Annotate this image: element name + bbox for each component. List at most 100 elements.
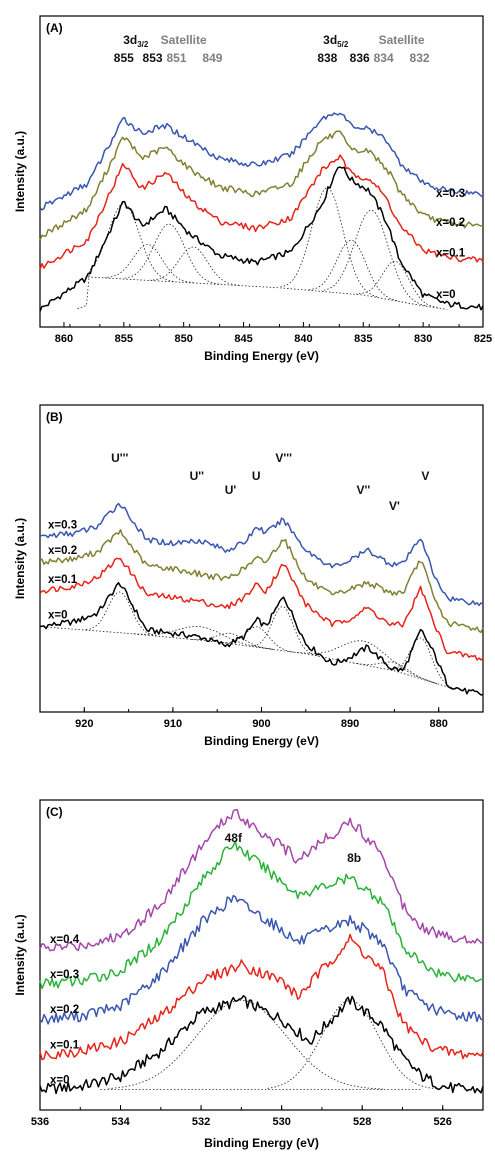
- series-line-x-0-2: [39, 894, 484, 1025]
- panel-label: (B): [46, 410, 63, 424]
- x-tick-label: 890: [341, 718, 359, 730]
- series-label: x=0.3: [436, 188, 465, 200]
- x-tick-label: 532: [192, 1116, 210, 1128]
- series-label: x=0.1: [48, 574, 78, 586]
- series-line-x-0-3: [39, 840, 483, 990]
- series-line-x-0-2: [39, 529, 484, 634]
- x-tick-label: 526: [434, 1116, 452, 1128]
- x-tick-label: 860: [55, 333, 73, 345]
- peak-annotation: V''': [275, 451, 292, 465]
- peak-annotation: Satellite: [161, 33, 207, 47]
- peak-annotation: U: [252, 469, 261, 483]
- fit-component: [354, 661, 438, 684]
- x-tick-label: 536: [31, 1116, 49, 1128]
- peak-annotation: 3d3/2: [123, 33, 149, 49]
- x-tick-label: 825: [474, 333, 492, 345]
- fit-component: [250, 606, 317, 656]
- fit-component: [265, 999, 441, 1090]
- x-tick-label: 840: [294, 333, 312, 345]
- fit-component: [356, 260, 438, 309]
- series-line-x-0-2: [39, 130, 484, 241]
- series-line-x-0-3: [39, 112, 484, 211]
- fit-component: [308, 239, 398, 302]
- y-axis-label: Intensity (a.u.): [13, 914, 27, 995]
- series-line-x-0: [39, 995, 484, 1095]
- series-label: x=0.4: [50, 934, 80, 946]
- fit-baseline: [87, 276, 448, 310]
- fit-component: [321, 209, 426, 306]
- series-line-x-0-3: [39, 502, 484, 607]
- x-tick-label: 855: [115, 333, 133, 345]
- series-label: x=0.2: [50, 1004, 79, 1016]
- peak-annotation: U': [225, 483, 237, 497]
- peak-annotation: 855: [114, 51, 134, 65]
- fit-component: [296, 640, 435, 684]
- peak-annotation: 8b: [347, 851, 361, 865]
- plot-frame: [39, 799, 484, 1111]
- peak-annotation-sub: 5/2: [337, 40, 349, 49]
- fit-component: [77, 202, 174, 309]
- series-line-x-0: [39, 581, 484, 696]
- fit-component: [150, 246, 240, 286]
- x-tick-label: 835: [354, 333, 372, 345]
- fit-component: [190, 632, 274, 650]
- x-tick-label: 850: [174, 333, 192, 345]
- peak-annotation: 836: [350, 51, 370, 65]
- peak-annotation: 48f: [225, 831, 243, 845]
- peak-annotation: V'': [357, 483, 371, 497]
- fit-component: [389, 637, 456, 690]
- fit-component: [104, 243, 194, 284]
- peak-annotation: V: [421, 469, 429, 483]
- peak-annotation: U'': [190, 469, 205, 483]
- y-axis-label: Intensity (a.u.): [13, 131, 27, 212]
- peak-annotation: Satellite: [379, 33, 425, 47]
- peak-annotation: 851: [166, 51, 186, 65]
- series-label: x=0: [48, 610, 68, 622]
- x-axis-label: Binding Energy (eV): [204, 1136, 319, 1150]
- x-tick-label: 528: [353, 1116, 371, 1128]
- x-tick-label: 920: [75, 718, 93, 730]
- peak-annotation-sub: 3/2: [137, 40, 149, 49]
- peak-annotation: 832: [410, 51, 430, 65]
- series-label: x=0: [50, 1075, 70, 1087]
- fit-baseline: [39, 626, 457, 690]
- peak-annotation: U''': [111, 451, 128, 465]
- x-tick-label: 530: [272, 1116, 290, 1128]
- fit-component: [132, 625, 271, 650]
- x-tick-label: 845: [234, 333, 252, 345]
- x-tick-label: 910: [164, 718, 182, 730]
- peak-annotation: 834: [374, 51, 394, 65]
- series-line-x-0-1: [39, 557, 484, 661]
- series-label: x=0.1: [436, 248, 466, 260]
- panel-a: 860 855 850 845 840 835 830 825 Binding Energy (…: [13, 15, 492, 363]
- panel-label: (C): [46, 805, 63, 819]
- panel-b: 920 910 900 890 880 Binding Energy (eV) Intens…: [13, 404, 484, 748]
- fit-component: [280, 187, 378, 298]
- panel-label: (A): [46, 21, 63, 35]
- panel-c: 536 534 532 530 528 526 Binding Energy (eV) Int…: [13, 799, 484, 1150]
- x-axis-label: Binding Energy (eV): [204, 349, 319, 363]
- x-tick-label: 830: [414, 333, 432, 345]
- x-tick-label: 880: [430, 718, 448, 730]
- peak-annotation: 849: [202, 51, 222, 65]
- fit-component: [108, 999, 384, 1090]
- peak-annotation: 838: [317, 51, 337, 65]
- plot-frame: [39, 15, 484, 328]
- series-line-x-0-1: [39, 154, 484, 270]
- peak-annotation: V': [389, 499, 400, 513]
- series-label: x=0.3: [50, 969, 79, 981]
- x-tick-label: 534: [111, 1116, 130, 1128]
- series-label: x=0.2: [48, 545, 77, 557]
- series-label: x=0.3: [48, 520, 77, 532]
- peak-annotation: 853: [143, 51, 163, 65]
- fit-component: [122, 223, 220, 285]
- series-line-x-0-4: [39, 808, 484, 952]
- y-axis-label: Intensity (a.u.): [13, 518, 27, 599]
- x-axis-label: Binding Energy (eV): [204, 734, 319, 748]
- x-tick-label: 900: [252, 718, 270, 730]
- series-line-x-0: [39, 166, 484, 312]
- series-label: x=0.1: [50, 1039, 80, 1051]
- peak-annotation: 3d5/2: [323, 33, 349, 49]
- series-label: x=0: [436, 289, 456, 301]
